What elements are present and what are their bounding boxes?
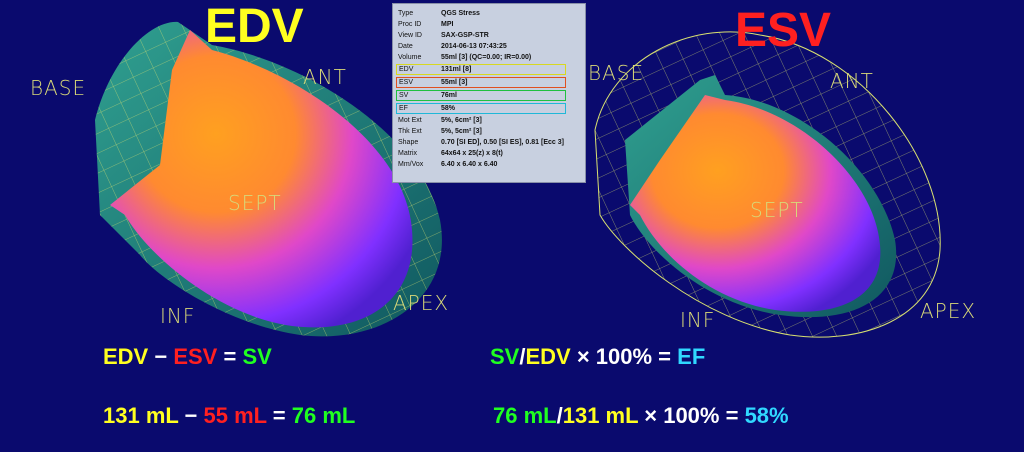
- info-value: 5%, 5cm² [3]: [441, 128, 482, 135]
- info-value: 64x64 x 25(z) x 8(t): [441, 150, 503, 157]
- info-row: EF 58%: [396, 103, 566, 114]
- info-key: Matrix: [398, 150, 418, 157]
- label: APEX: [393, 291, 449, 315]
- info-row: ESV 55ml [3]: [396, 77, 566, 88]
- info-value: SAX-GSP-STR: [441, 32, 489, 39]
- label: BASE: [30, 76, 86, 100]
- info-row: Type QGS Stress: [396, 9, 566, 18]
- info-key: Shape: [398, 139, 419, 146]
- eq-part: /: [556, 403, 563, 428]
- info-row: Volume 55ml [3] (QC=0.00; IR=0.00): [396, 53, 566, 62]
- edv-title: EDV: [205, 0, 304, 53]
- eq-part: 55 mL: [203, 403, 267, 428]
- info-panel: Type QGS Stress Proc ID MPI View ID SAX-GSP-S…: [392, 3, 586, 183]
- info-row: Date 2014-06-13 07:43:25: [396, 42, 566, 51]
- info-value: 55ml [3]: [439, 77, 566, 88]
- formula: SV/EDV × 100% = EF: [490, 344, 705, 370]
- eq-part: SV: [242, 344, 272, 369]
- label: INF: [160, 304, 195, 328]
- eq-part: =: [217, 344, 243, 369]
- info-key: Date: [398, 43, 413, 50]
- info-value: 0.70 [SI ED], 0.50 [SI ES], 0.81 [Ecc 3]: [441, 139, 564, 146]
- info-row: Shape 0.70 [SI ED], 0.50 [SI ES], 0.81 [E…: [396, 138, 566, 147]
- eq-part: 58%: [744, 403, 789, 428]
- info-key: Mot Ext: [398, 117, 422, 124]
- eq-part: 131 mL: [562, 403, 639, 428]
- info-row: Thk Ext 5%, 5cm² [3]: [396, 127, 566, 136]
- info-key: View ID: [398, 32, 422, 39]
- eq-part: × 100% =: [638, 403, 745, 428]
- info-key: EF: [396, 103, 439, 114]
- label: ANT: [830, 69, 874, 93]
- esv-heart: [594, 31, 941, 338]
- label: APEX: [920, 299, 976, 323]
- info-value: QGS Stress: [441, 10, 480, 17]
- info-key: Type: [398, 10, 414, 17]
- eq-part: SV: [490, 344, 520, 369]
- info-value: 131ml [8]: [439, 64, 566, 75]
- label: ANT: [303, 65, 347, 89]
- edv-heart: [95, 21, 442, 337]
- eq-part: −: [178, 403, 204, 428]
- calculation: 131 mL − 55 mL = 76 mL: [103, 403, 355, 429]
- info-value: 2014-06-13 07:43:25: [441, 43, 507, 50]
- info-row: View ID SAX-GSP-STR: [396, 31, 566, 40]
- eq-part: /: [519, 344, 526, 369]
- formula: EDV − ESV = SV: [103, 344, 272, 370]
- eq-part: 76 mL: [493, 403, 557, 428]
- info-key: Volume: [398, 54, 422, 61]
- info-key: SV: [396, 90, 439, 101]
- info-key: Proc ID: [398, 21, 422, 28]
- info-row: Mm/Vox 6.40 x 6.40 x 6.40: [396, 160, 566, 169]
- eq-part: EDV: [103, 344, 149, 369]
- eq-part: ESV: [173, 344, 218, 369]
- eq-part: 76 mL: [291, 403, 356, 428]
- info-row: Mot Ext 5%, 6cm² [3]: [396, 116, 566, 125]
- label: SEPT: [228, 191, 282, 215]
- info-value: MPI: [441, 21, 454, 28]
- info-key: EDV: [396, 64, 439, 75]
- info-row: EDV 131ml [8]: [396, 64, 566, 75]
- info-value: 6.40 x 6.40 x 6.40: [441, 161, 498, 168]
- info-row: Matrix 64x64 x 25(z) x 8(t): [396, 149, 566, 158]
- eq-part: =: [266, 403, 292, 428]
- eq-part: × 100% =: [570, 344, 678, 369]
- info-row: Proc ID MPI: [396, 20, 566, 29]
- calculation: 76 mL/131 mL × 100% = 58%: [493, 403, 789, 429]
- info-value: 55ml [3] (QC=0.00; IR=0.00): [441, 54, 532, 61]
- info-key: Mm/Vox: [398, 161, 424, 168]
- info-value: 58%: [439, 103, 566, 114]
- eq-part: 131 mL: [103, 403, 179, 428]
- info-value: 76ml: [439, 90, 566, 101]
- esv-title: ESV: [735, 4, 831, 57]
- info-value: 5%, 6cm² [3]: [441, 117, 482, 124]
- label: SEPT: [750, 198, 804, 222]
- label: BASE: [588, 61, 644, 85]
- eq-part: −: [148, 344, 174, 369]
- eq-part: EF: [677, 344, 706, 369]
- info-table: Type QGS Stress Proc ID MPI View ID SAX-GSP-S…: [396, 7, 566, 171]
- info-key: Thk Ext: [398, 128, 422, 135]
- label: INF: [680, 308, 715, 332]
- info-row: SV 76ml: [396, 90, 566, 101]
- eq-part: EDV: [525, 344, 571, 369]
- info-key: ESV: [396, 77, 439, 88]
